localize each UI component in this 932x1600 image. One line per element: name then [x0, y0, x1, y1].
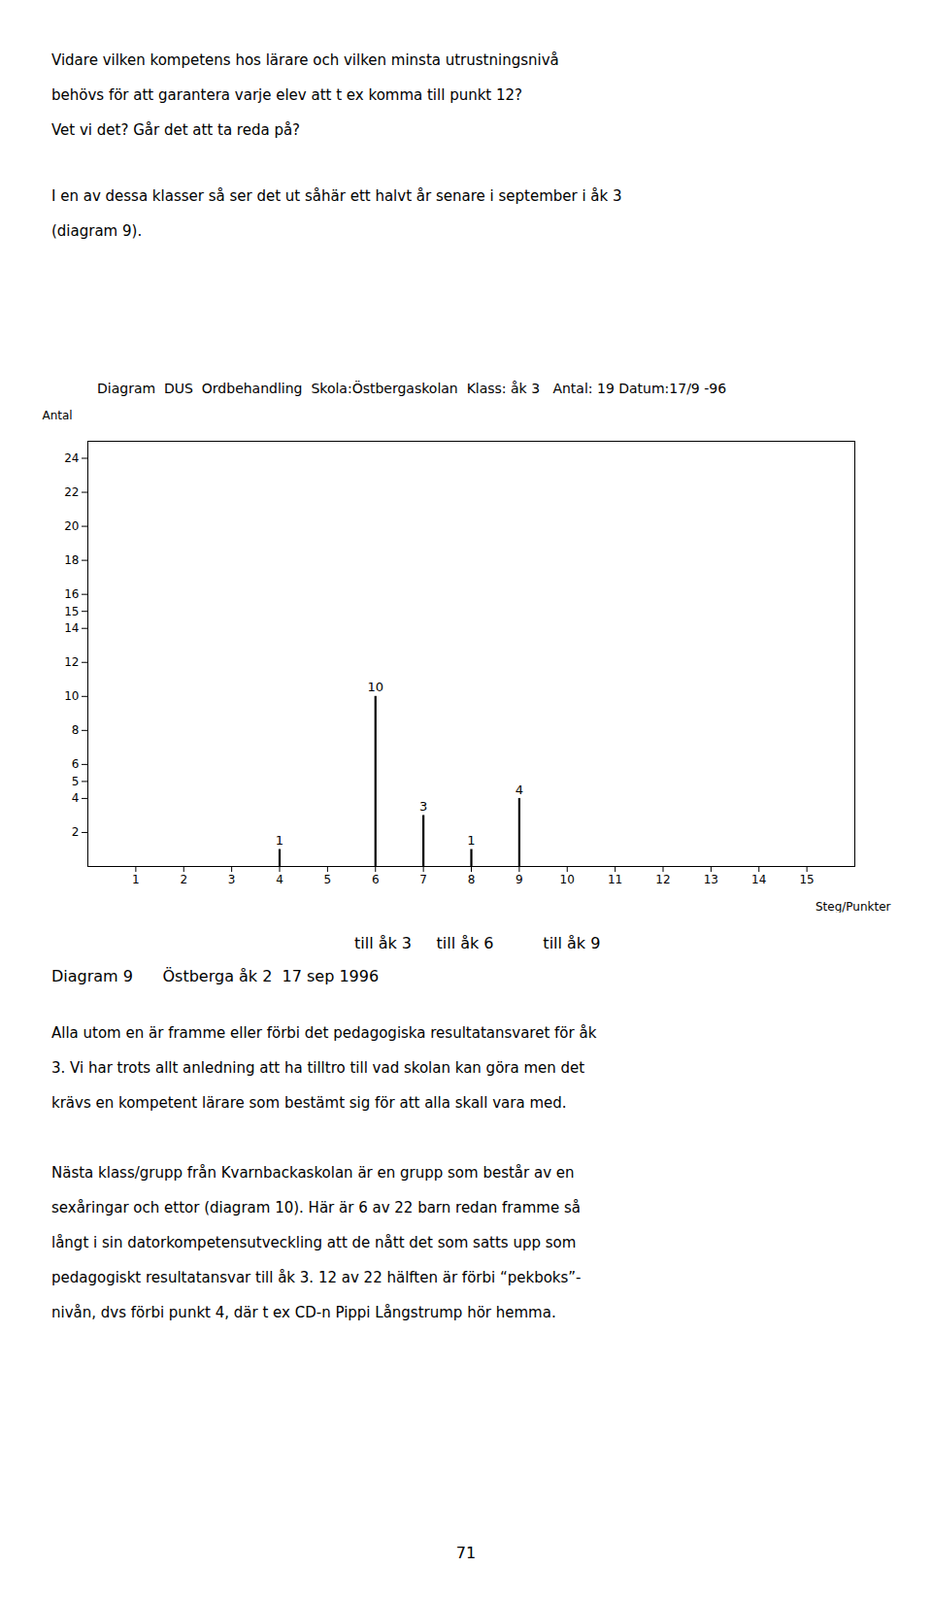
svg-text:14: 14 [751, 872, 766, 887]
svg-text:3: 3 [228, 872, 236, 887]
svg-text:10: 10 [560, 872, 575, 887]
html-text:Diagram 9 Östberga åk 2 17 sep: Diagram 9 Östberga åk 2 17 sep 1996 [51, 966, 379, 986]
html-text:Nästa klass/grupp från Kvarnba: Nästa klass/grupp från Kvarnbackaskolan … [51, 1164, 575, 1182]
html-text:krävs en kompetent lärare som: krävs en kompetent lärare som bestämt si… [51, 1094, 567, 1112]
svg-text:10: 10 [366, 679, 384, 695]
svg-text:4: 4 [71, 791, 80, 805]
svg-text:1: 1 [132, 872, 140, 887]
svg-text:1: 1 [275, 832, 284, 848]
svg-text:7: 7 [419, 872, 428, 887]
html-text:Alla utom en är framme eller f: Alla utom en är framme eller förbi det p… [51, 1024, 597, 1042]
svg-text:5: 5 [71, 774, 80, 789]
svg-text:12: 12 [655, 872, 670, 887]
svg-text:5: 5 [324, 872, 333, 887]
html-text:Vidare vilken kompetens hos lä: Vidare vilken kompetens hos lärare och v… [51, 51, 560, 69]
svg-text:2: 2 [71, 825, 80, 839]
svg-text:8: 8 [71, 723, 80, 737]
svg-text:12: 12 [64, 655, 79, 669]
svg-text:22: 22 [64, 485, 79, 500]
svg-text:24: 24 [64, 451, 79, 466]
html-text:3. Vi har trots allt anledning: 3. Vi har trots allt anledning att ha ti… [51, 1059, 585, 1077]
svg-text:2: 2 [179, 872, 188, 887]
html-text:I en av dessa klasser så ser d: I en av dessa klasser så ser det ut såhä… [51, 187, 622, 205]
svg-text:4: 4 [515, 782, 524, 798]
svg-text:Steg/Punkter: Steg/Punkter [815, 899, 892, 914]
svg-text:10: 10 [64, 689, 79, 703]
svg-text:1: 1 [466, 832, 475, 848]
svg-text:4: 4 [275, 872, 284, 887]
svg-text:9: 9 [515, 872, 524, 887]
svg-text:20: 20 [64, 519, 79, 533]
svg-text:8: 8 [467, 872, 476, 887]
html-text:behövs för att garantera varje: behövs för att garantera varje elev att … [51, 86, 523, 104]
svg-text:6: 6 [71, 757, 80, 771]
html-text:nivån, dvs förbi punkt 4, där: nivån, dvs förbi punkt 4, där t ex CD-n … [51, 1303, 556, 1322]
svg-text:15: 15 [64, 604, 79, 619]
html-text:långt i sin datorkompetensutve: långt i sin datorkompetensutveckling att… [51, 1233, 577, 1252]
html-text:till åk 3 till åk 6 till åk 9: till åk 3 till åk 6 till åk 9 [354, 933, 601, 953]
svg-text:15: 15 [798, 872, 814, 887]
svg-text:14: 14 [64, 621, 79, 635]
svg-text:18: 18 [64, 553, 79, 567]
html-text:Vet vi det? Går det att ta red: Vet vi det? Går det att ta reda på? [51, 121, 301, 139]
svg-text:11: 11 [607, 872, 623, 887]
html-text:sexåringar och ettor (diagram: sexåringar och ettor (diagram 10). Här ä… [51, 1198, 581, 1217]
html-text:71: 71 [456, 1543, 476, 1563]
html-text:pedagogiskt resultatansvar til: pedagogiskt resultatansvar till åk 3. 12… [51, 1268, 582, 1287]
svg-text:13: 13 [703, 872, 719, 887]
html-text:Diagram DUS Ordbehandling Skol: Diagram DUS Ordbehandling Skola:Östberga… [97, 380, 727, 397]
html-text:(diagram 9).: (diagram 9). [51, 222, 142, 240]
svg-text:16: 16 [64, 587, 79, 601]
svg-text:6: 6 [371, 872, 380, 887]
svg-text:3: 3 [419, 798, 428, 814]
svg-text:Antal: Antal [42, 408, 73, 423]
